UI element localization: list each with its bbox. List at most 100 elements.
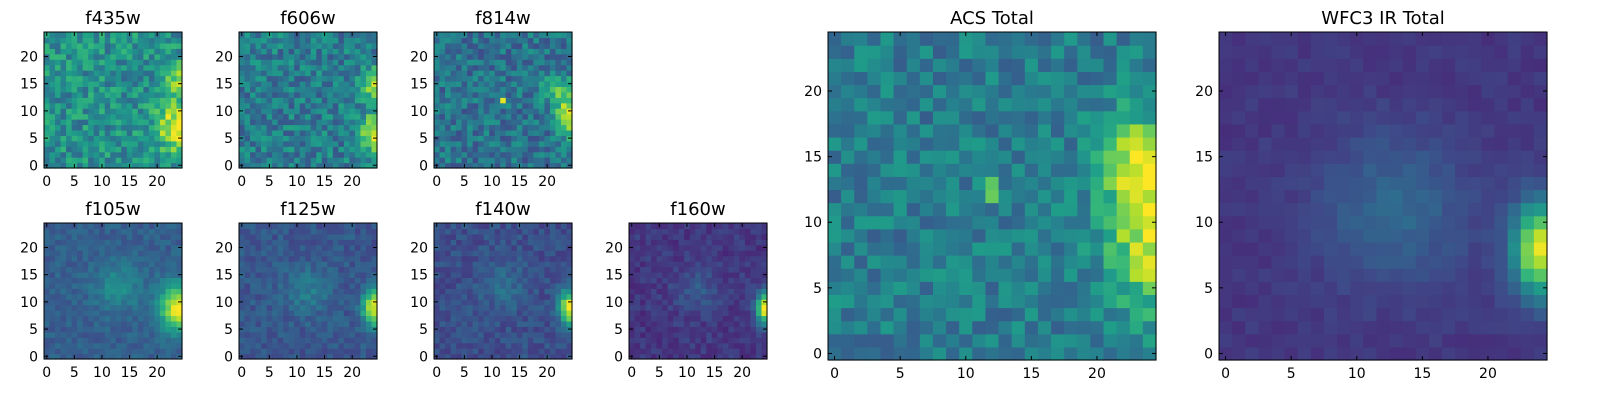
heatmap-cell [711, 288, 718, 295]
heatmap-cell [55, 282, 62, 289]
heatmap-cell [55, 310, 62, 317]
heatmap-cell [828, 176, 842, 191]
heatmap-cell [472, 282, 479, 289]
heatmap-cell [266, 239, 273, 246]
heatmap-cell [170, 162, 178, 169]
heatmap-cell [244, 129, 251, 136]
heatmap-cell [505, 282, 512, 289]
x-tick-label: 10 [93, 174, 111, 190]
heatmap-cell [932, 320, 947, 335]
heatmap-cell [434, 277, 441, 284]
heatmap-cell [678, 271, 685, 278]
heatmap-cell [159, 348, 167, 355]
heatmap-cell [1077, 176, 1091, 191]
heatmap-cell [88, 271, 95, 278]
heatmap-cell [1103, 228, 1118, 243]
heatmap-cell [516, 140, 523, 147]
heatmap-cell [744, 255, 752, 262]
heatmap-cell [71, 304, 78, 311]
heatmap-cell [88, 315, 95, 322]
heatmap-cell [338, 315, 345, 322]
heatmap-cell [283, 108, 290, 115]
heatmap-cell [700, 353, 707, 360]
heatmap-cell [93, 91, 100, 98]
heatmap-cell [93, 261, 100, 268]
heatmap-cell [288, 162, 295, 169]
heatmap-cell [445, 348, 452, 355]
heatmap-cell [316, 255, 323, 262]
heatmap-cell [439, 315, 446, 322]
heatmap-cell [828, 268, 842, 282]
heatmap-cell [44, 304, 51, 311]
heatmap-cell [1024, 228, 1039, 243]
heatmap-cell [159, 124, 167, 131]
heatmap-cell [244, 151, 251, 158]
heatmap-cell [104, 53, 111, 60]
heatmap-cell [489, 255, 496, 262]
heatmap-cell [277, 288, 284, 295]
heatmap-cell [165, 337, 172, 344]
heatmap-cell [733, 244, 740, 251]
heatmap-cell [566, 146, 573, 153]
heatmap-cell [700, 304, 707, 311]
heatmap-cell [467, 42, 474, 49]
heatmap-cell [365, 342, 373, 349]
heatmap-cell [349, 157, 356, 164]
heatmap-cell [722, 233, 729, 240]
axes-frame [433, 222, 573, 360]
heatmap-cell [244, 233, 251, 240]
heatmap-cell [44, 59, 51, 66]
heatmap-cell [544, 113, 551, 120]
heatmap-cell [522, 310, 529, 317]
heatmap-cell [533, 255, 540, 262]
heatmap-cell [706, 233, 713, 240]
heatmap-cell [299, 129, 306, 136]
heatmap-cell [478, 124, 485, 131]
heatmap-cell [338, 124, 345, 131]
heatmap-cell [522, 64, 529, 71]
heatmap-cell [365, 42, 373, 49]
heatmap-cell [656, 342, 663, 349]
heatmap-cell [972, 346, 987, 361]
heatmap-cell [316, 348, 323, 355]
heatmap-cell [489, 244, 496, 251]
y-tick-label: 20 [410, 49, 428, 65]
heatmap-cell [533, 146, 540, 153]
heatmap-cell [841, 294, 855, 309]
heatmap-cell [272, 271, 279, 278]
heatmap-cell [338, 135, 345, 142]
heatmap-cell [478, 32, 485, 39]
heatmap-cell [316, 320, 323, 327]
heatmap-cell [354, 233, 362, 240]
heatmap-cell [165, 315, 172, 322]
heatmap-cell [662, 342, 669, 349]
heatmap-cell [841, 163, 855, 177]
heatmap-cell [744, 250, 752, 257]
heatmap-cell [555, 342, 562, 349]
heatmap-cell [695, 255, 702, 262]
heatmap-cell [461, 151, 468, 158]
heatmap-cell [60, 124, 67, 131]
heatmap-cell [489, 261, 496, 268]
heatmap-cell [71, 315, 78, 322]
heatmap-cell [998, 189, 1013, 204]
heatmap-cell [55, 326, 62, 333]
heatmap-cell [494, 255, 501, 262]
heatmap-cell [121, 48, 128, 55]
heatmap-cell [717, 261, 724, 268]
heatmap-cell [472, 326, 479, 333]
heatmap-cell [266, 37, 273, 44]
heatmap-cell [170, 299, 178, 306]
heatmap-cell [283, 113, 290, 120]
heatmap-cell [867, 255, 882, 269]
heatmap-cell [82, 277, 89, 284]
heatmap-cell [750, 299, 757, 306]
heatmap-cell [1142, 163, 1157, 177]
heatmap-cell [662, 348, 669, 355]
heatmap-cell [266, 277, 273, 284]
heatmap-cell [651, 255, 658, 262]
heatmap-cell [148, 337, 155, 344]
heatmap-cell [277, 342, 284, 349]
heatmap-cell [132, 146, 139, 153]
